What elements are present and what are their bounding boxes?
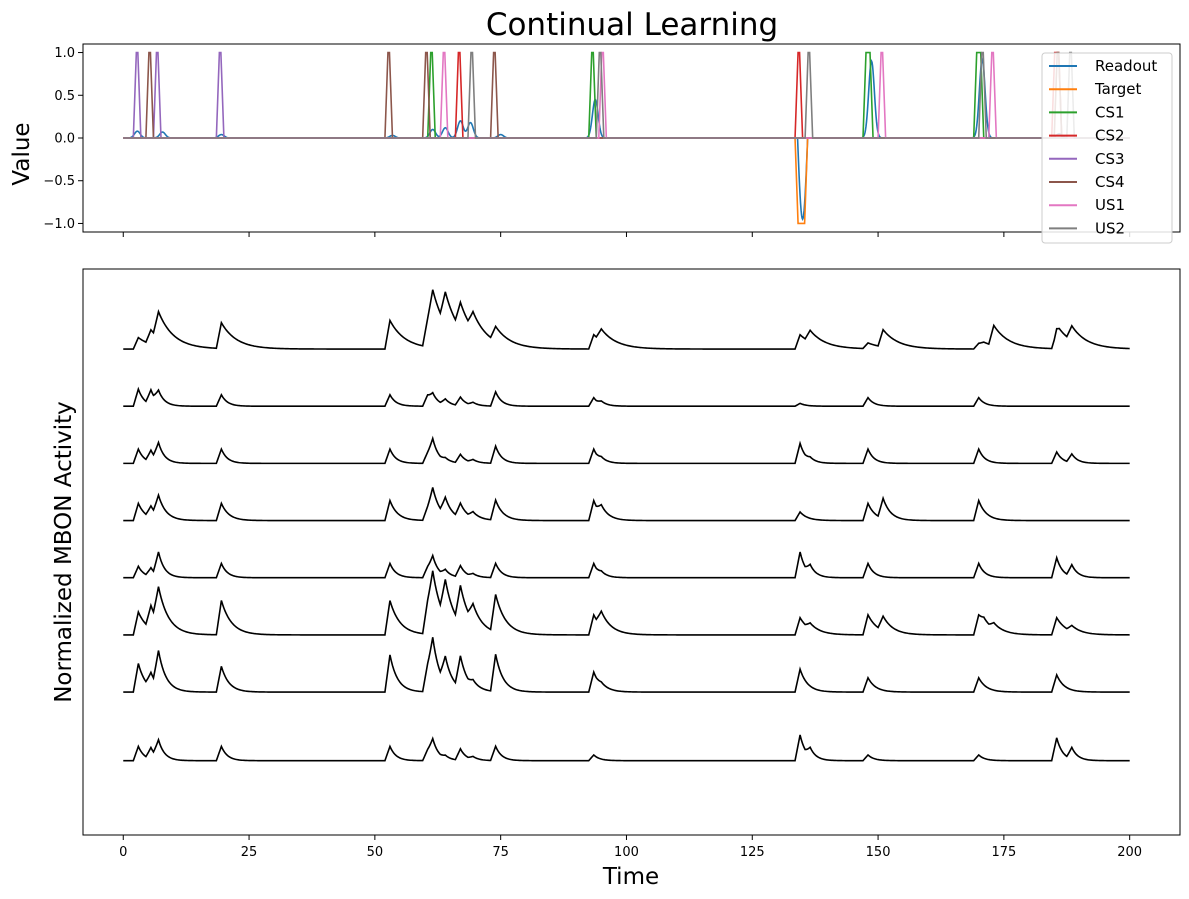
bottom-axis-ticks: 0 25 50 75 100 125 150 175 200: [119, 835, 1142, 860]
chart-title: Continual Learning: [486, 7, 778, 43]
bottom-xtick-label: 0: [119, 845, 127, 860]
mbon-trace-8: [123, 734, 1130, 762]
bottom-xtick-label: 75: [492, 845, 509, 860]
top-y-axis-label: Value: [9, 122, 35, 185]
bottom-xtick-label: 150: [866, 845, 891, 860]
legend-label-cs1: CS1: [1095, 103, 1125, 121]
bottom-y-axis-label: Normalized MBON Activity: [51, 401, 77, 703]
legend-label-us2: US2: [1095, 219, 1125, 237]
legend-label-us1: US1: [1095, 196, 1125, 214]
legend-label-readout: Readout: [1095, 57, 1157, 75]
bottom-xtick-label: 125: [740, 845, 765, 860]
legend-label-cs2: CS2: [1095, 127, 1125, 145]
legend-label-cs4: CS4: [1095, 173, 1125, 191]
bottom-xtick-label: 175: [991, 845, 1016, 860]
bottom-xtick-label: 100: [614, 845, 639, 860]
top-axis-ticks: 1.0 0.5 0.0 −0.5 −1.0: [43, 46, 1131, 237]
mbon-trace-4: [123, 487, 1130, 522]
bottom-xtick-label: 25: [241, 845, 258, 860]
top-ytick-label: 0.0: [54, 132, 75, 147]
mbon-trace-1: [123, 289, 1130, 350]
legend-label-cs3: CS3: [1095, 150, 1125, 168]
top-axes-frame: [82, 43, 1181, 233]
top-ytick-label: 0.5: [54, 89, 75, 104]
mbon-trace-6: [123, 570, 1130, 636]
bottom-xtick-label: 50: [367, 845, 384, 860]
legend-label-target: Target: [1094, 80, 1142, 98]
mbon-trace-2: [123, 386, 1130, 408]
top-ytick-label: −1.0: [43, 217, 75, 232]
mbon-trace-5: [123, 551, 1130, 579]
series-line-us2: [123, 51, 1130, 139]
top-ytick-label: 1.0: [54, 46, 75, 61]
mbon-trace-3: [123, 435, 1130, 465]
top-ytick-label: −0.5: [43, 174, 75, 189]
bottom-xtick-label: 200: [1117, 845, 1142, 860]
bottom-axes-frame: [82, 268, 1181, 836]
top-plot-lines: [123, 51, 1130, 225]
mbon-trace-7: [123, 637, 1130, 693]
legend-box: [1041, 52, 1173, 244]
x-axis-label: Time: [602, 864, 659, 890]
legend: Readout Target CS1 CS2 CS3 CS4 US1 US2: [1041, 52, 1173, 244]
bottom-plot-lines: [123, 289, 1130, 762]
